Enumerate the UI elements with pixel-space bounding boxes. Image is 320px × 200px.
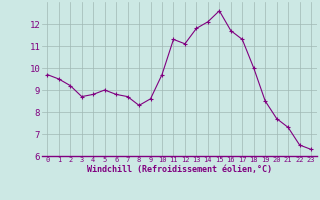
X-axis label: Windchill (Refroidissement éolien,°C): Windchill (Refroidissement éolien,°C) — [87, 165, 272, 174]
